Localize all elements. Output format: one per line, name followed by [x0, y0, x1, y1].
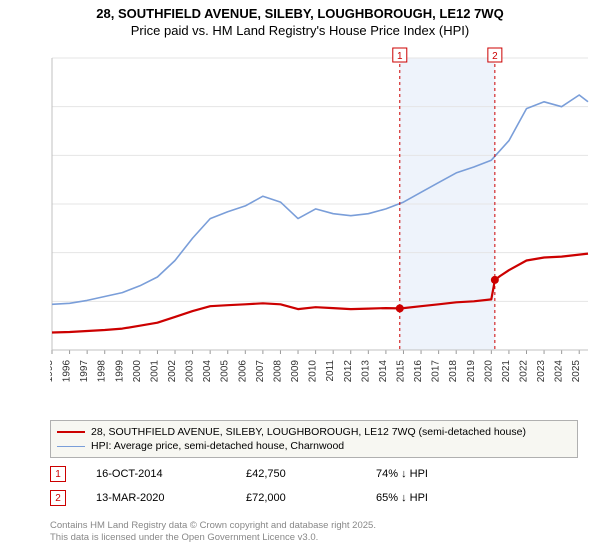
legend-label-hpi: HPI: Average price, semi-detached house,… — [91, 440, 344, 452]
svg-text:2021: 2021 — [501, 360, 512, 383]
svg-text:1: 1 — [397, 51, 403, 62]
svg-text:2009: 2009 — [290, 360, 301, 383]
chart-svg: £0£50K£100K£150K£200K£250K£300K199519961… — [50, 46, 590, 406]
sale-marker-num-2: 2 — [55, 493, 61, 504]
sale-marker-box-2: 2 — [50, 490, 66, 506]
sale-marker-box-1: 1 — [50, 466, 66, 482]
title-block: 28, SOUTHFIELD AVENUE, SILEBY, LOUGHBORO… — [0, 0, 600, 40]
svg-text:2008: 2008 — [272, 360, 283, 383]
svg-text:2025: 2025 — [571, 360, 582, 383]
sale-date-2: 13-MAR-2020 — [96, 492, 216, 504]
legend-row-property: 28, SOUTHFIELD AVENUE, SILEBY, LOUGHBORO… — [57, 425, 571, 439]
title-address: 28, SOUTHFIELD AVENUE, SILEBY, LOUGHBORO… — [0, 6, 600, 23]
svg-text:2000: 2000 — [132, 360, 143, 383]
legend-box: 28, SOUTHFIELD AVENUE, SILEBY, LOUGHBORO… — [50, 420, 578, 458]
footer-line1: Contains HM Land Registry data © Crown c… — [50, 520, 578, 532]
svg-text:2013: 2013 — [360, 360, 371, 383]
sale-diff-2: 65% ↓ HPI — [376, 492, 496, 504]
svg-text:2018: 2018 — [448, 360, 459, 383]
legend-swatch-hpi — [57, 446, 85, 447]
sale-diff-1: 74% ↓ HPI — [376, 468, 496, 480]
svg-text:1995: 1995 — [50, 360, 55, 383]
svg-text:2023: 2023 — [536, 360, 547, 383]
svg-text:2004: 2004 — [202, 360, 213, 383]
svg-text:2017: 2017 — [431, 360, 442, 383]
sale-price-2: £72,000 — [246, 492, 346, 504]
sale-price-1: £42,750 — [246, 468, 346, 480]
svg-text:2001: 2001 — [149, 360, 160, 383]
chart-container: 28, SOUTHFIELD AVENUE, SILEBY, LOUGHBORO… — [0, 0, 600, 560]
sale-date-1: 16-OCT-2014 — [96, 468, 216, 480]
svg-text:1999: 1999 — [114, 360, 125, 383]
svg-text:1997: 1997 — [79, 360, 90, 383]
legend-swatch-property — [57, 431, 85, 433]
svg-text:2020: 2020 — [483, 360, 494, 383]
sale-row-1: 1 16-OCT-2014 £42,750 74% ↓ HPI — [50, 462, 578, 486]
svg-text:2002: 2002 — [167, 360, 178, 383]
svg-text:2011: 2011 — [325, 360, 336, 382]
footer-line2: This data is licensed under the Open Gov… — [50, 532, 578, 544]
sale-row-2: 2 13-MAR-2020 £72,000 65% ↓ HPI — [50, 486, 578, 510]
svg-text:2022: 2022 — [518, 360, 529, 383]
svg-text:2019: 2019 — [466, 360, 477, 383]
svg-text:2014: 2014 — [378, 360, 389, 383]
sale-data-rows: 1 16-OCT-2014 £42,750 74% ↓ HPI 2 13-MAR… — [50, 462, 578, 510]
legend-label-property: 28, SOUTHFIELD AVENUE, SILEBY, LOUGHBORO… — [91, 426, 526, 438]
svg-text:2015: 2015 — [395, 360, 406, 383]
svg-text:2: 2 — [492, 51, 498, 62]
svg-text:1998: 1998 — [97, 360, 108, 383]
svg-text:2012: 2012 — [343, 360, 354, 383]
svg-text:2010: 2010 — [308, 360, 319, 383]
footer-attribution: Contains HM Land Registry data © Crown c… — [50, 520, 578, 545]
svg-text:2005: 2005 — [220, 360, 231, 383]
svg-text:2003: 2003 — [185, 360, 196, 383]
svg-text:2024: 2024 — [554, 360, 565, 383]
sale-marker-num-1: 1 — [55, 469, 61, 480]
svg-text:2006: 2006 — [237, 360, 248, 383]
title-subtitle: Price paid vs. HM Land Registry's House … — [0, 23, 600, 40]
legend-row-hpi: HPI: Average price, semi-detached house,… — [57, 439, 571, 453]
svg-text:2016: 2016 — [413, 360, 424, 383]
svg-text:1996: 1996 — [62, 360, 73, 383]
svg-text:2007: 2007 — [255, 360, 266, 383]
